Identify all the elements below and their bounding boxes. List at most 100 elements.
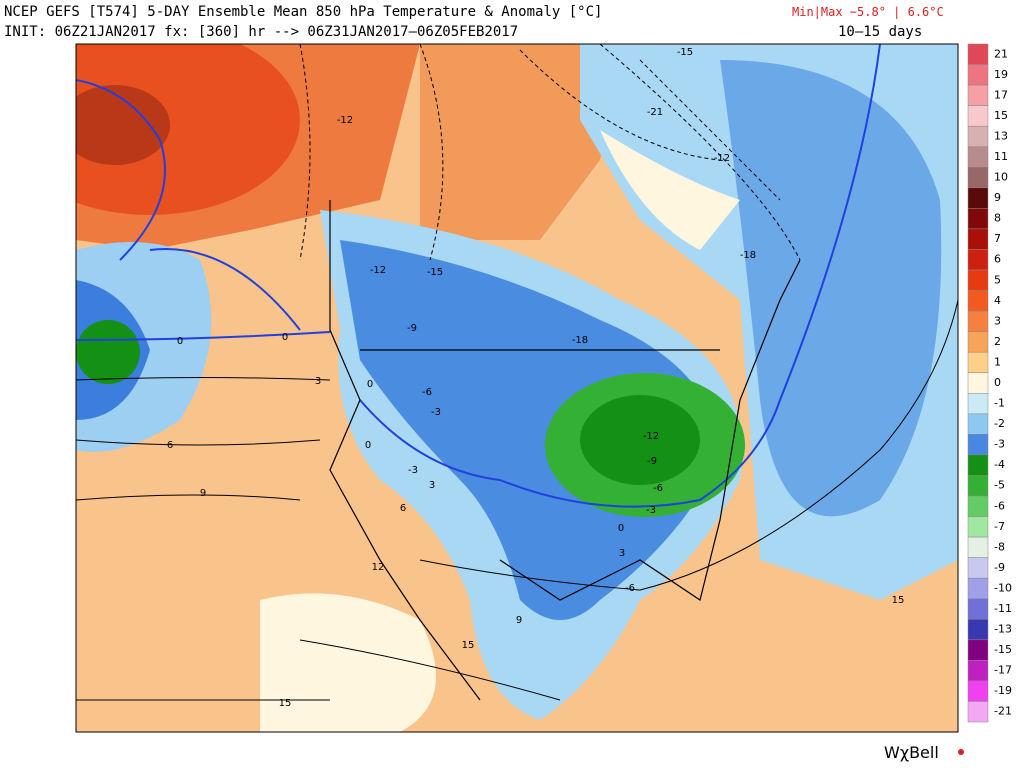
colorbar-cell — [967, 351, 989, 373]
contour-label: -12 — [370, 265, 386, 276]
title: NCEP GEFS [T574] 5-DAY Ensemble Mean 850… — [4, 4, 602, 20]
colorbar-label: 5 — [994, 273, 1001, 286]
init: INIT: 06Z21JAN2017 fx: [360] hr --> 06Z3… — [4, 24, 518, 40]
contour-label: 6 — [167, 440, 173, 451]
zero-contour — [149, 248, 301, 331]
cool-area — [720, 60, 942, 517]
colorbar-label: -19 — [994, 684, 1012, 697]
colorbar-label: -21 — [994, 705, 1012, 718]
colorbar-label: -17 — [994, 664, 1012, 677]
colorbar-label: 4 — [994, 294, 1001, 307]
cold-core — [76, 320, 140, 384]
colorbar: 211917151311109876543210-1-2-3-4-5-6-7-8… — [967, 43, 1012, 723]
colorbar-label: 21 — [994, 47, 1008, 60]
zero-contour — [76, 44, 881, 508]
colorbar-label: 0 — [994, 376, 1001, 389]
contour-label: -9 — [647, 456, 657, 467]
period: 10–15 days — [838, 24, 922, 40]
contour-label: -12 — [337, 115, 353, 126]
contour-label: -3 — [431, 407, 441, 418]
contour-label: -18 — [572, 335, 588, 346]
contour-label: 15 — [892, 595, 905, 606]
colorbar-label: -4 — [994, 458, 1005, 471]
contour-label: 6 — [400, 503, 406, 514]
contour-label: 0 — [282, 332, 288, 343]
colorbar-label: 19 — [994, 68, 1008, 81]
colorbar-label: -6 — [994, 499, 1005, 512]
logo-dot — [958, 749, 964, 755]
colorbar-cell — [967, 84, 989, 106]
colorbar-label: -5 — [994, 479, 1005, 492]
contour-label: 0 — [367, 379, 373, 390]
colorbar-label: 3 — [994, 314, 1001, 327]
colorbar-label: 17 — [994, 88, 1008, 101]
colorbar-label: -15 — [994, 643, 1012, 656]
colorbar-cell — [967, 680, 989, 702]
colorbar-cell — [967, 413, 989, 435]
warm-area — [420, 44, 620, 240]
contour-label: -12 — [714, 153, 730, 164]
colorbar-label: -10 — [994, 581, 1012, 594]
contour-label: -21 — [647, 107, 663, 118]
cold-area — [340, 240, 720, 620]
cold-core — [580, 395, 700, 485]
colorbar-cell — [967, 475, 989, 497]
colorbar-cell — [967, 64, 989, 86]
colorbar-cell — [967, 167, 989, 189]
colorbar-label: -7 — [994, 520, 1005, 533]
neutral-area — [600, 130, 740, 250]
neutral-area — [260, 593, 436, 732]
contour-label: -6 — [422, 387, 432, 398]
colorbar-label: -2 — [994, 417, 1005, 430]
colorbar-label: 9 — [994, 191, 1001, 204]
contour-label: -18 — [740, 250, 756, 261]
colorbar-cell — [967, 598, 989, 620]
colorbar-cell — [967, 577, 989, 599]
colorbar-cell — [967, 290, 989, 312]
colorbar-cell — [967, 310, 989, 332]
contour-labels: -12 -21 -15 -12 -18 -12 -15 -9 0 0 -18 -6 -3 3 0 0 6 -3 3 9… — [167, 47, 905, 709]
contour-label: 12 — [372, 562, 385, 573]
colorbar-cell — [967, 393, 989, 415]
colorbar-label: 1 — [994, 355, 1001, 368]
map: -12 -21 -15 -12 -18 -12 -15 -9 0 0 -18 -6 -3 3 0 0 6 -3 3 9… — [76, 44, 958, 732]
logo: WχBell — [884, 743, 939, 762]
colorbar-cell — [967, 495, 989, 517]
minmax: Min|Max −5.8° | 6.6°C — [792, 5, 944, 19]
colorbar-cell — [967, 619, 989, 641]
colorbar-label: -13 — [994, 623, 1012, 636]
contour-label: 15 — [462, 640, 475, 651]
colorbar-cell — [967, 105, 989, 127]
contour-label: -9 — [407, 323, 417, 334]
colorbar-cell — [967, 43, 989, 65]
colorbar-cell — [967, 269, 989, 291]
colorbar-label: -9 — [994, 561, 1005, 574]
contour-label: 3 — [429, 480, 435, 491]
contour-label: -6 — [653, 483, 663, 494]
contour-label: 0 — [177, 336, 183, 347]
colorbar-label: 7 — [994, 232, 1001, 245]
colorbar-label: -3 — [994, 438, 1005, 451]
colorbar-cell — [967, 249, 989, 271]
colorbar-cell — [967, 331, 989, 353]
colorbar-cell — [967, 701, 989, 723]
colorbar-cell — [967, 639, 989, 661]
contour-label: -3 — [408, 465, 418, 476]
contour — [299, 44, 801, 261]
contour-label: 3 — [315, 376, 321, 387]
contour — [76, 299, 958, 701]
warm-core — [76, 85, 170, 165]
coastline — [329, 200, 801, 701]
contour-label: -15 — [677, 47, 693, 58]
colorbar-cell — [967, 146, 989, 168]
contour-label: 9 — [516, 615, 522, 626]
colorbar-cell — [967, 125, 989, 147]
colorbar-cell — [967, 228, 989, 250]
colorbar-cell — [967, 434, 989, 456]
contour-label: -3 — [646, 505, 656, 516]
contour-label: 9 — [200, 488, 206, 499]
colorbar-label: -8 — [994, 540, 1005, 553]
contour-label: 0 — [618, 523, 624, 534]
colorbar-label: 6 — [994, 253, 1001, 266]
